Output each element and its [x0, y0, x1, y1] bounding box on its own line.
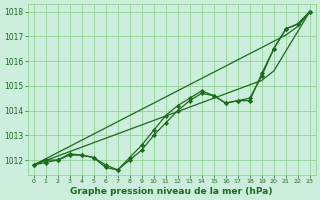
X-axis label: Graphe pression niveau de la mer (hPa): Graphe pression niveau de la mer (hPa) — [70, 187, 273, 196]
